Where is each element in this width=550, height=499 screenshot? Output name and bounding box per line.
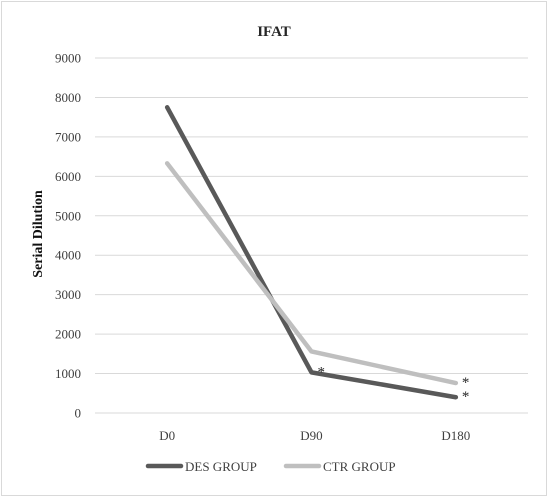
series-lines — [164, 105, 459, 400]
significance-marker: * — [462, 389, 470, 405]
y-tick-label: 3000 — [55, 287, 81, 302]
legend-label: CTR GROUP — [323, 459, 396, 474]
y-tick-label: 0 — [75, 406, 82, 421]
y-tick-label: 4000 — [55, 248, 81, 263]
gridlines — [95, 57, 528, 414]
series-line-ctr-group — [164, 161, 459, 386]
y-tick-label: 5000 — [55, 208, 81, 223]
significance-marker: * — [462, 375, 470, 391]
y-tick-label: 9000 — [55, 51, 81, 66]
legend: DES GROUP CTR GROUP — [145, 459, 396, 474]
x-tick-label: D90 — [300, 428, 322, 443]
x-tick-label: D0 — [159, 428, 175, 443]
annotations: *** — [318, 364, 470, 405]
y-tick-label: 2000 — [55, 327, 81, 342]
y-tick-label: 8000 — [55, 90, 81, 105]
x-tick-label: D180 — [441, 428, 470, 443]
significance-marker: * — [318, 364, 326, 380]
y-tick-label: 7000 — [55, 129, 81, 144]
y-tick-label: 6000 — [55, 169, 81, 184]
y-axis-label: Serial Dilution — [31, 190, 46, 278]
x-axis-ticks: D0 D90 D180 — [159, 428, 470, 443]
y-axis-ticks: 0 1000 2000 3000 4000 5000 6000 7000 8000 9000 — [55, 51, 81, 421]
y-tick-label: 1000 — [55, 366, 81, 381]
legend-label: DES GROUP — [185, 459, 257, 474]
chart-title: IFAT — [257, 24, 291, 40]
